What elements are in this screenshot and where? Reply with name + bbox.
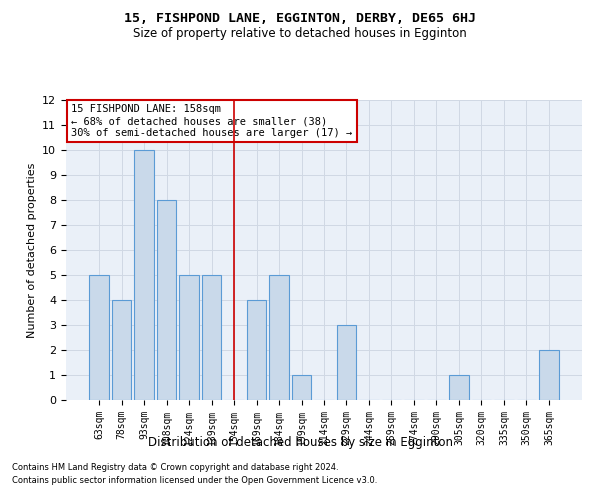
Bar	[292, 375, 311, 400]
Bar	[539, 350, 559, 400]
Bar	[179, 275, 199, 400]
Bar	[134, 150, 154, 400]
Bar	[449, 375, 469, 400]
Text: 15 FISHPOND LANE: 158sqm
← 68% of detached houses are smaller (38)
30% of semi-d: 15 FISHPOND LANE: 158sqm ← 68% of detach…	[71, 104, 352, 138]
Y-axis label: Number of detached properties: Number of detached properties	[26, 162, 37, 338]
Text: Contains HM Land Registry data © Crown copyright and database right 2024.: Contains HM Land Registry data © Crown c…	[12, 464, 338, 472]
Text: Distribution of detached houses by size in Egginton: Distribution of detached houses by size …	[148, 436, 452, 449]
Text: Contains public sector information licensed under the Open Government Licence v3: Contains public sector information licen…	[12, 476, 377, 485]
Bar	[337, 325, 356, 400]
Bar	[269, 275, 289, 400]
Bar	[112, 300, 131, 400]
Bar	[89, 275, 109, 400]
Text: Size of property relative to detached houses in Egginton: Size of property relative to detached ho…	[133, 28, 467, 40]
Text: 15, FISHPOND LANE, EGGINTON, DERBY, DE65 6HJ: 15, FISHPOND LANE, EGGINTON, DERBY, DE65…	[124, 12, 476, 26]
Bar	[157, 200, 176, 400]
Bar	[247, 300, 266, 400]
Bar	[202, 275, 221, 400]
